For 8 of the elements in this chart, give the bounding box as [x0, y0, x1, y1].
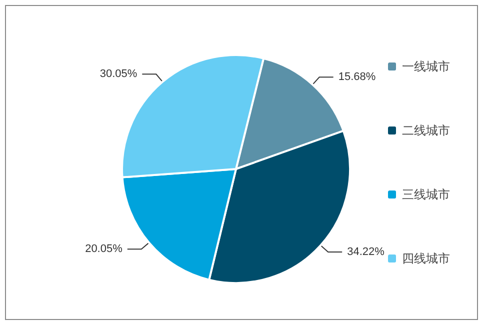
legend-label: 三线城市: [402, 188, 450, 202]
legend-label: 二线城市: [402, 124, 450, 138]
data-label: 15.68%: [338, 71, 376, 84]
data-label: 30.05%: [100, 68, 138, 80]
legend-label: 一线城市: [402, 60, 450, 74]
legend-label: 四线城市: [402, 252, 450, 266]
data-label: 34.22%: [347, 246, 385, 258]
data-label: 20.05%: [85, 243, 123, 256]
